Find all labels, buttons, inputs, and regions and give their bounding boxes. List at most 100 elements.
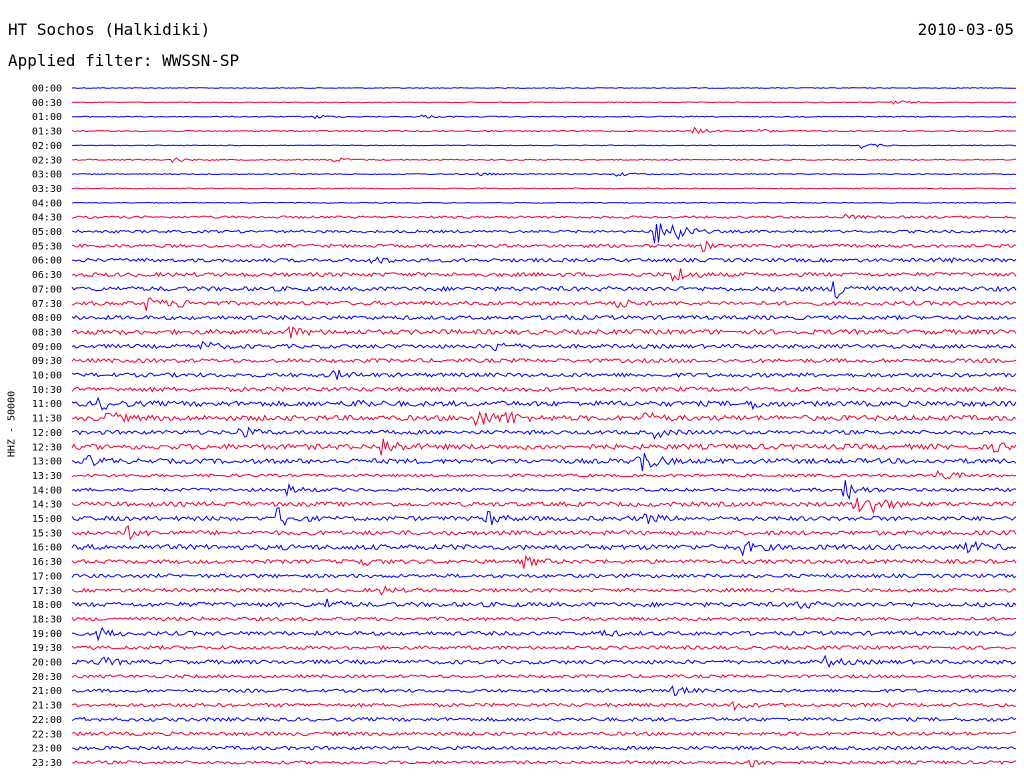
time-label: 22:00 xyxy=(32,715,62,726)
time-tick-labels: 00:00 00:30 01:00 01:30 02:00 02:30 03:00 03:30… xyxy=(32,84,62,769)
trace-line xyxy=(71,716,1017,723)
trace-line xyxy=(71,469,1017,480)
trace-line xyxy=(71,386,1017,393)
time-label: 18:30 xyxy=(32,614,62,625)
trace-line xyxy=(71,759,1017,768)
trace-line xyxy=(71,201,1017,204)
time-label: 00:30 xyxy=(32,98,62,109)
trace-line xyxy=(71,143,1017,150)
time-label: 10:30 xyxy=(32,385,62,396)
trace-line xyxy=(71,673,1017,679)
time-label: 09:00 xyxy=(32,342,62,353)
time-label: 02:30 xyxy=(32,155,62,166)
trace-line xyxy=(71,598,1017,610)
trace-line xyxy=(71,616,1017,622)
time-label: 07:00 xyxy=(32,284,62,295)
time-label: 09:30 xyxy=(32,356,62,367)
trace-line xyxy=(71,540,1017,557)
trace-line xyxy=(71,213,1017,220)
trace-line xyxy=(71,325,1017,339)
trace-line xyxy=(71,314,1017,321)
trace-line xyxy=(71,340,1017,352)
time-label: 11:00 xyxy=(32,399,62,410)
time-label: 06:00 xyxy=(32,256,62,267)
record-date: 2010-03-05 xyxy=(917,20,1014,39)
time-label: 12:00 xyxy=(32,428,62,439)
trace-line xyxy=(71,497,1017,515)
time-label: 04:30 xyxy=(32,213,62,224)
time-label: 17:00 xyxy=(32,571,62,582)
time-label: 12:30 xyxy=(32,442,62,453)
time-label: 05:30 xyxy=(32,241,62,252)
time-label: 14:30 xyxy=(32,500,62,511)
trace-line xyxy=(71,573,1017,579)
time-label: 23:00 xyxy=(32,744,62,755)
trace-line xyxy=(71,644,1017,651)
trace-line xyxy=(71,268,1017,283)
trace-line xyxy=(71,654,1017,668)
time-label: 08:30 xyxy=(32,327,62,338)
trace-line xyxy=(71,438,1017,456)
trace-line xyxy=(71,357,1017,364)
time-label: 19:30 xyxy=(32,643,62,654)
trace-line xyxy=(71,554,1017,569)
time-label: 17:30 xyxy=(32,586,62,597)
time-label: 20:00 xyxy=(32,658,62,669)
trace-line xyxy=(71,452,1017,472)
time-label: 15:00 xyxy=(32,514,62,525)
time-label: 22:30 xyxy=(32,729,62,740)
time-label: 02:00 xyxy=(32,141,62,152)
trace-line xyxy=(71,100,1017,105)
trace-line xyxy=(71,585,1017,596)
trace-line xyxy=(71,410,1017,427)
trace-line xyxy=(71,126,1017,135)
time-label: 03:30 xyxy=(32,184,62,195)
time-label: 04:00 xyxy=(32,198,62,209)
trace-line xyxy=(71,507,1017,527)
trace-line xyxy=(71,171,1017,177)
filter-label: Applied filter: WWSSN-SP xyxy=(8,51,240,70)
time-label: 03:00 xyxy=(32,170,62,181)
time-label: 08:00 xyxy=(32,313,62,324)
trace-line xyxy=(71,87,1017,89)
trace-line xyxy=(71,524,1017,541)
time-label: 07:30 xyxy=(32,299,62,310)
time-label: 20:30 xyxy=(32,672,62,683)
time-label: 10:00 xyxy=(32,371,62,382)
trace-line xyxy=(72,256,1017,265)
time-label: 01:30 xyxy=(32,127,62,138)
trace-line xyxy=(71,157,1017,164)
trace-line xyxy=(71,745,1017,751)
trace-line xyxy=(71,281,1017,299)
time-label: 11:30 xyxy=(32,414,62,425)
time-label: 00:00 xyxy=(32,84,62,95)
trace-line xyxy=(71,240,1017,252)
time-label: 21:30 xyxy=(32,701,62,712)
time-label: 23:30 xyxy=(32,758,62,769)
trace-line xyxy=(71,685,1017,696)
time-label: 16:00 xyxy=(32,543,62,554)
trace-line xyxy=(71,731,1017,737)
time-label: 13:30 xyxy=(32,471,62,482)
time-label: 18:00 xyxy=(32,600,62,611)
time-label: 01:00 xyxy=(32,112,62,123)
trace-line xyxy=(71,396,1017,411)
trace-line xyxy=(71,297,1017,312)
time-label: 14:00 xyxy=(32,485,62,496)
time-label: 06:30 xyxy=(32,270,62,281)
time-label: 21:00 xyxy=(32,686,62,697)
trace-line xyxy=(71,223,1017,244)
trace-line xyxy=(71,369,1017,380)
station-title: HT Sochos (Halkidiki) xyxy=(8,20,211,39)
trace-line xyxy=(71,187,1017,190)
trace-line xyxy=(71,480,1017,501)
seismic-traces xyxy=(71,87,1017,768)
time-label: 13:00 xyxy=(32,457,62,468)
time-label: 19:00 xyxy=(32,629,62,640)
trace-line xyxy=(71,426,1017,440)
time-label: 15:30 xyxy=(32,528,62,539)
time-label: 16:30 xyxy=(32,557,62,568)
trace-line xyxy=(71,700,1017,712)
time-label: 05:00 xyxy=(32,227,62,238)
